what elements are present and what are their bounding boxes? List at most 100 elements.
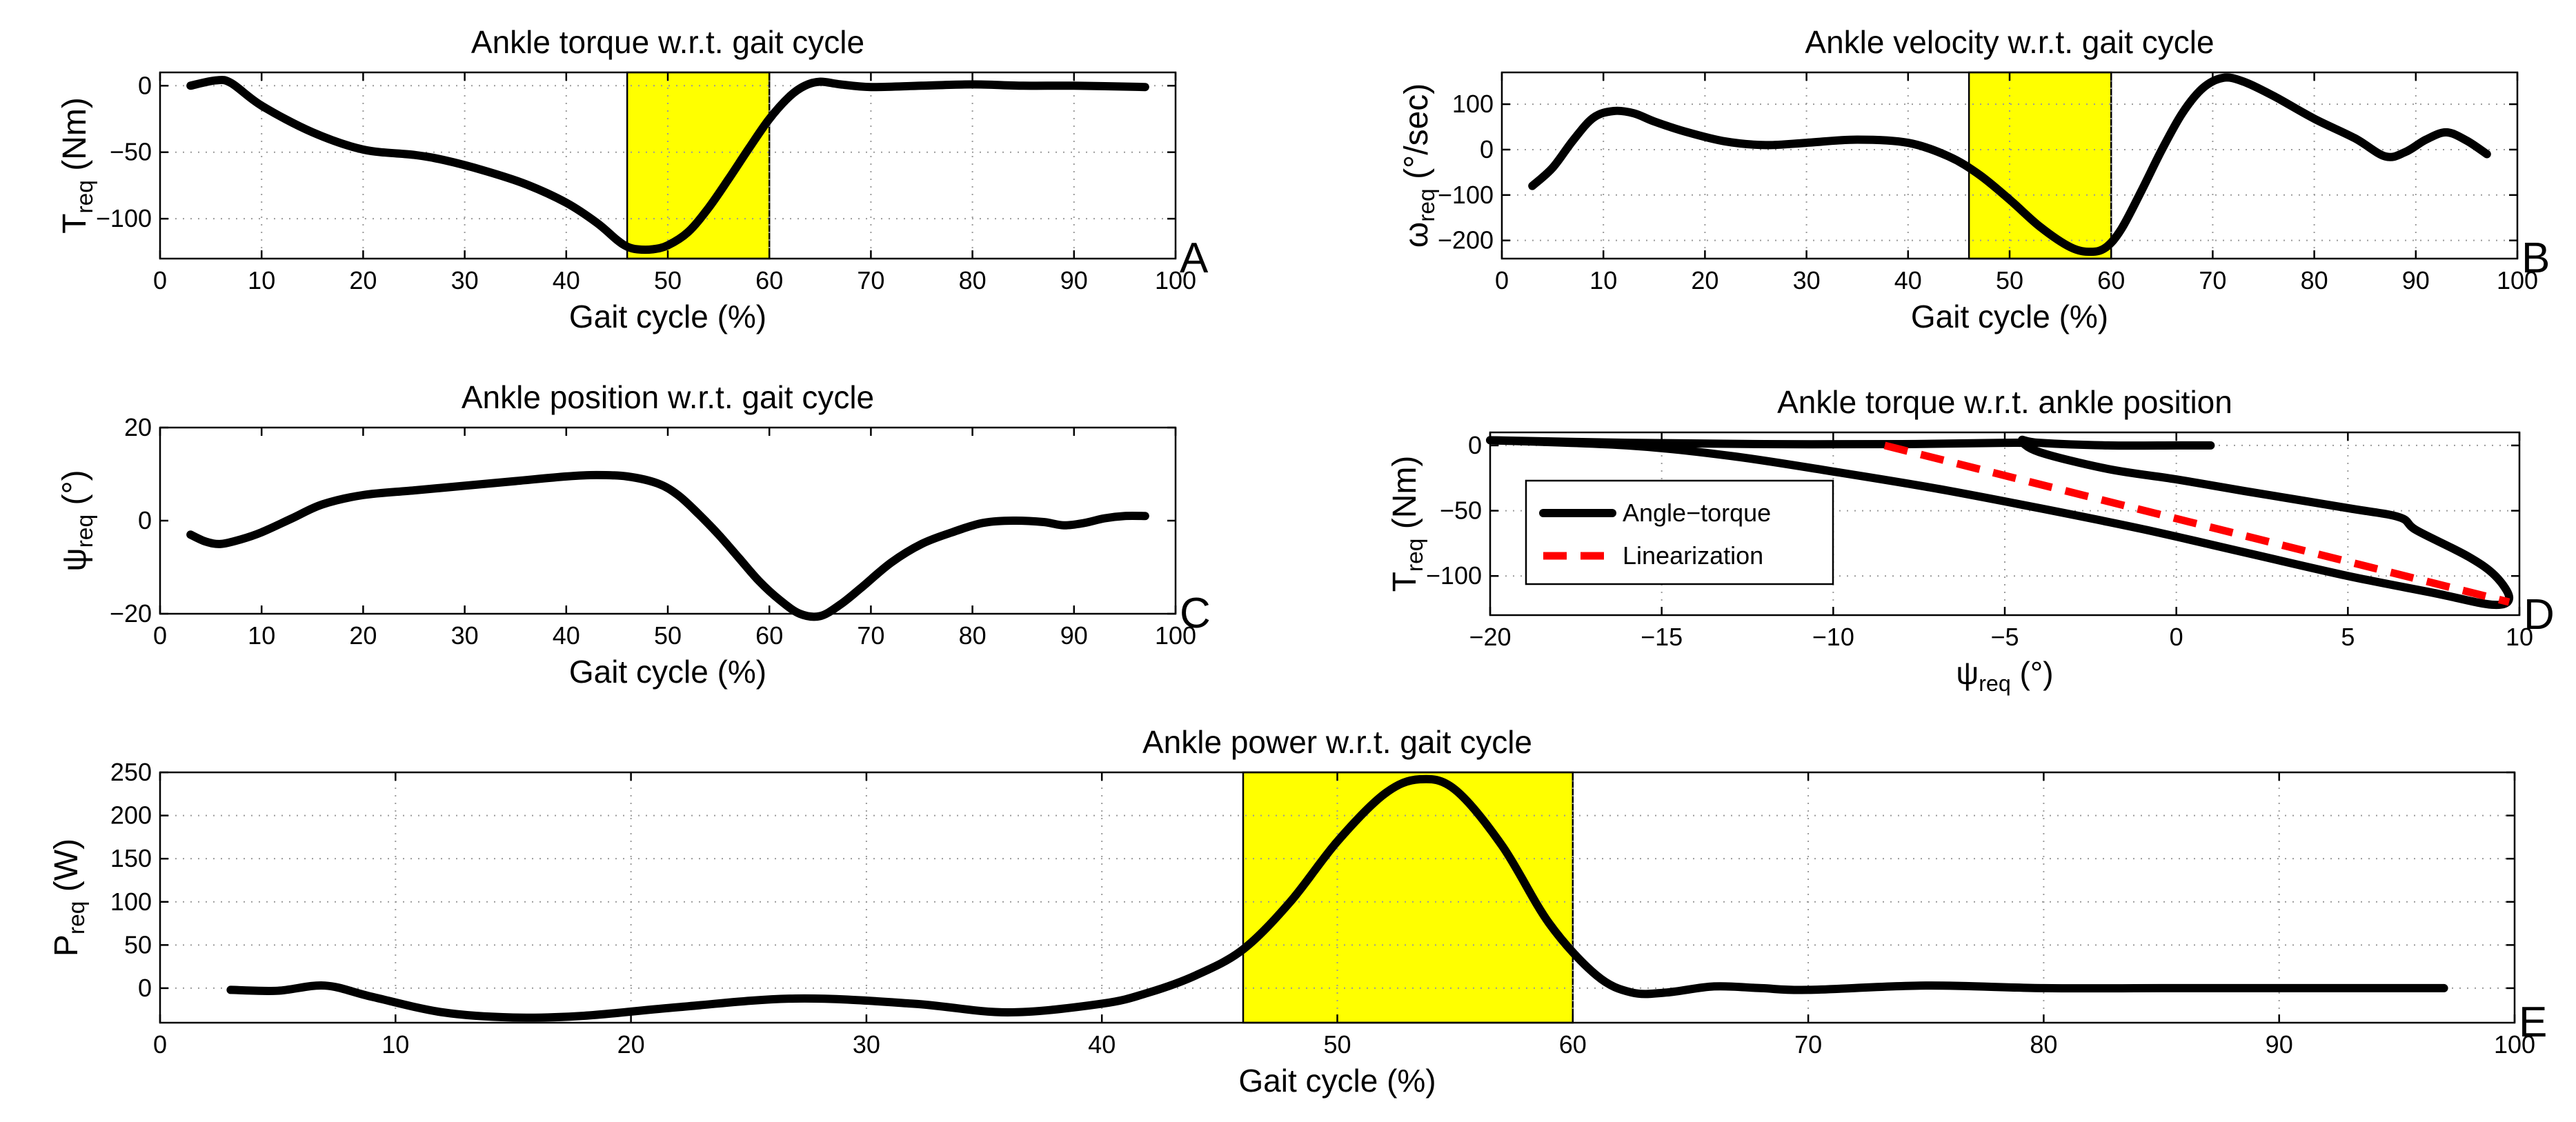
series-line-angle-torque-upper- [1486, 436, 2026, 449]
x-tick-label: 30 [853, 1030, 880, 1059]
x-axis-label: Gait cycle (%) [569, 299, 766, 334]
x-tick-label: 10 [248, 621, 275, 650]
y-tick-label: 250 [110, 758, 152, 786]
y-tick-label: 0 [1468, 431, 1482, 459]
x-tick-label: 10 [2506, 623, 2533, 651]
y-axis-label: Treq (Nm) [1387, 456, 1428, 592]
x-tick-label: −20 [1469, 623, 1511, 651]
x-tick-label: 100 [1155, 266, 1196, 294]
panel-letter: D [2524, 591, 2555, 639]
legend-box [1525, 479, 1834, 585]
y-tick-label: 0 [1480, 135, 1494, 163]
series-line-velocity [1528, 73, 2491, 257]
x-tick-label: 0 [153, 1030, 167, 1059]
y-tick-label: −100 [1438, 181, 1494, 209]
x-tick-label: 30 [451, 621, 479, 650]
x-tick-label: 0 [153, 621, 167, 650]
panel-letter: C [1180, 590, 1211, 637]
panel-letter: A [1180, 234, 1209, 282]
x-tick-label: 80 [2301, 266, 2328, 294]
x-tick-label: 20 [1691, 266, 1718, 294]
x-tick-label: 30 [1793, 266, 1821, 294]
y-axis-label: Treq (Nm) [57, 97, 98, 234]
x-tick-label: 90 [2402, 266, 2430, 294]
x-tick-label: 50 [1996, 266, 2023, 294]
y-tick-label: 0 [138, 506, 152, 534]
x-tick-label: 90 [2266, 1030, 2293, 1059]
x-tick-label: 50 [654, 266, 682, 294]
y-tick-label: −50 [110, 138, 152, 166]
x-tick-label: 90 [1060, 621, 1088, 650]
chart-panel-b: 0 10 20 30 40 50 60 70 80 90 100 100 0 −100 −200 Ankle … [1398, 24, 2550, 334]
legend: Angle−torque Linearization [1525, 479, 1834, 585]
x-tick-label: 0 [2170, 623, 2183, 651]
x-tick-label: 10 [382, 1030, 409, 1059]
x-tick-label: −15 [1641, 623, 1683, 651]
y-tick-label: 0 [138, 71, 152, 99]
y-tick-label: 50 [124, 930, 152, 959]
x-tick-label: 70 [1794, 1030, 1822, 1059]
x-tick-label: 0 [153, 266, 167, 294]
x-tick-label: 50 [1323, 1030, 1351, 1059]
panel-letter: B [2521, 234, 2550, 282]
x-tick-label: −10 [1812, 623, 1854, 651]
y-tick-label: −100 [96, 204, 152, 232]
chart-title: Ankle torque w.r.t. ankle position [1777, 384, 2232, 420]
legend-label: Linearization [1623, 541, 1763, 570]
y-tick-label: −100 [1426, 561, 1482, 590]
x-tick-label: 30 [451, 266, 479, 294]
x-tick-label: 40 [1088, 1030, 1116, 1059]
chart-title: Ankle torque w.r.t. gait cycle [471, 24, 864, 60]
chart-title: Ankle position w.r.t. gait cycle [462, 379, 874, 415]
y-tick-label: −20 [110, 599, 152, 628]
y-axis-label: ωreq (°/sec) [1398, 83, 1440, 248]
x-tick-label: 40 [553, 266, 580, 294]
panel-letter: E [2519, 999, 2547, 1046]
x-tick-label: 80 [2030, 1030, 2057, 1059]
x-tick-label: 50 [654, 621, 682, 650]
highlight-band [626, 71, 771, 260]
x-tick-label: 10 [1589, 266, 1617, 294]
x-tick-label: 100 [1155, 621, 1196, 650]
x-tick-label: 40 [1894, 266, 1922, 294]
series-line-position [186, 470, 1149, 621]
x-tick-label: 20 [617, 1030, 645, 1059]
y-tick-label: 0 [138, 974, 152, 1002]
x-tick-label: 40 [553, 621, 580, 650]
y-tick-label: 100 [110, 888, 152, 916]
chart-title: Ankle velocity w.r.t. gait cycle [1805, 24, 2214, 60]
x-tick-label: 60 [2097, 266, 2125, 294]
y-tick-label: 20 [124, 413, 152, 441]
x-tick-label: 80 [959, 266, 987, 294]
y-axis-label: Preq (W) [48, 839, 90, 956]
x-axis-label: ψreq (°) [1956, 655, 2053, 696]
series-line-power [226, 774, 2448, 1022]
x-tick-label: 100 [2497, 266, 2538, 294]
x-tick-label: 60 [755, 266, 783, 294]
y-tick-label: 100 [1452, 90, 1494, 118]
x-tick-label: 60 [755, 621, 783, 650]
legend-label: Angle−torque [1623, 499, 1771, 527]
x-tick-label: 0 [1495, 266, 1509, 294]
chart-panel-e: 0 10 20 30 40 50 60 70 80 90 100 250 200 150 100 50 0 Ank… [48, 724, 2547, 1099]
x-tick-label: 10 [248, 266, 275, 294]
x-tick-label: 70 [2199, 266, 2226, 294]
x-tick-label: 20 [349, 266, 377, 294]
x-axis-label: Gait cycle (%) [569, 654, 766, 690]
x-tick-label: 60 [1559, 1030, 1587, 1059]
chart-panel-a: 0 10 20 30 40 50 60 70 80 90 100 0 −50 −100 Ankle torq… [57, 24, 1209, 334]
series-line-torque [186, 75, 1149, 254]
x-tick-label: 90 [1060, 266, 1088, 294]
x-axis-label: Gait cycle (%) [1911, 299, 2108, 334]
chart-title: Ankle power w.r.t. gait cycle [1142, 724, 1532, 760]
y-tick-label: −50 [1440, 497, 1482, 525]
y-tick-label: 200 [110, 801, 152, 830]
x-tick-label: 5 [2341, 623, 2355, 651]
x-tick-label: 80 [959, 621, 987, 650]
x-tick-label: 70 [857, 266, 884, 294]
y-axis-label: ψreq (°) [57, 470, 98, 571]
y-tick-label: 150 [110, 844, 152, 872]
